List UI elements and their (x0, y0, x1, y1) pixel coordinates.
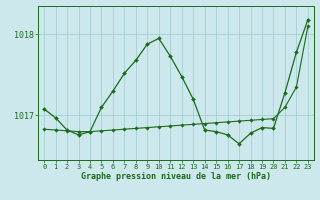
X-axis label: Graphe pression niveau de la mer (hPa): Graphe pression niveau de la mer (hPa) (81, 172, 271, 181)
